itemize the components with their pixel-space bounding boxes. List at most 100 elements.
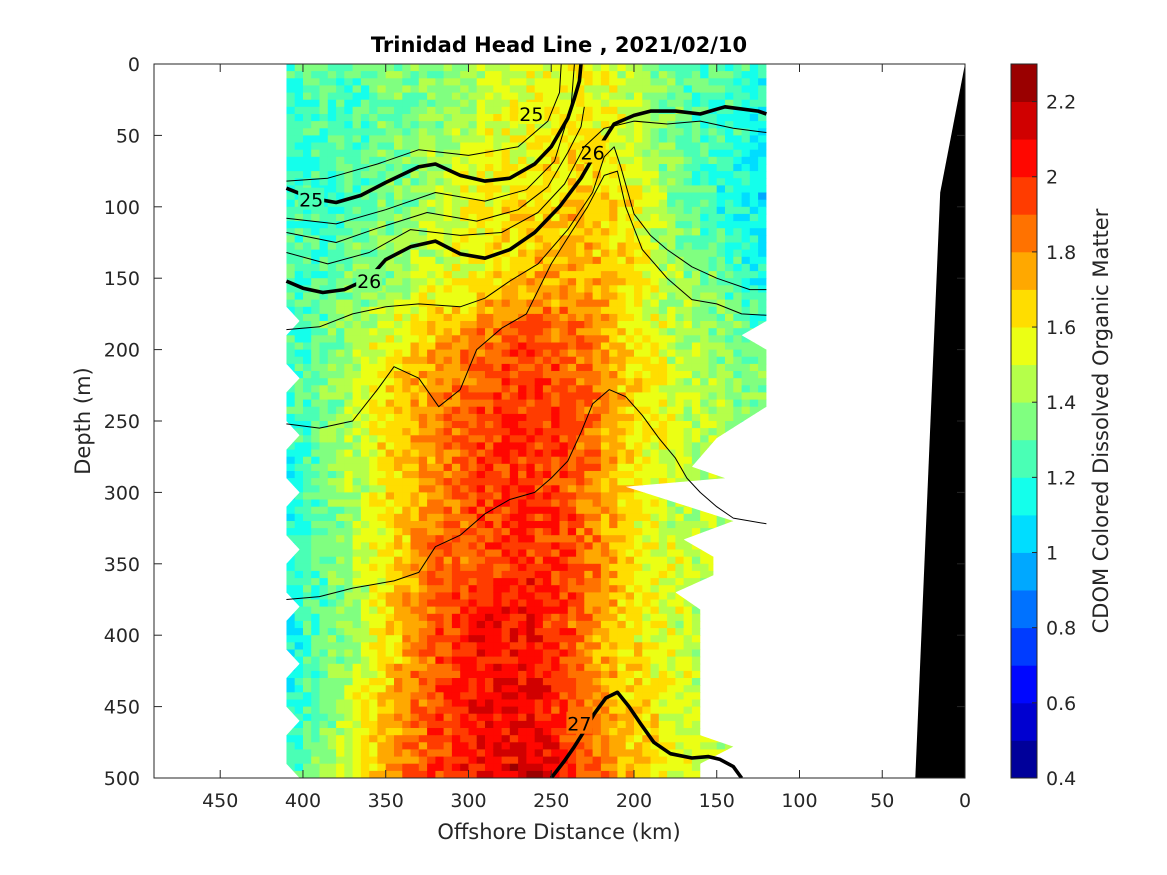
field-cell <box>683 442 693 451</box>
field-cell <box>468 713 478 722</box>
field-cell <box>609 635 619 643</box>
field-cell <box>410 406 420 415</box>
field-cell <box>360 256 370 265</box>
field-cell <box>319 463 329 472</box>
field-cell <box>369 535 379 543</box>
field-cell <box>609 628 619 636</box>
field-cell <box>559 549 569 558</box>
field-cell <box>385 606 395 615</box>
field-cell <box>534 371 544 379</box>
field-cell <box>485 328 494 336</box>
field-cell <box>542 178 552 186</box>
field-cell <box>303 356 312 365</box>
field-cell <box>634 313 643 322</box>
field-cell <box>650 292 660 301</box>
field-cell <box>427 585 436 593</box>
field-cell <box>443 728 453 736</box>
field-cell <box>617 521 627 529</box>
field-cell <box>468 156 478 165</box>
field-cell <box>402 542 412 551</box>
field-cell <box>642 578 652 586</box>
field-cell <box>394 528 403 536</box>
field-cell <box>286 292 296 301</box>
field-cell <box>559 556 569 565</box>
field-cell <box>526 678 536 686</box>
field-cell <box>526 249 536 258</box>
field-cell <box>344 542 354 551</box>
field-cell <box>584 706 594 715</box>
field-cell <box>369 371 379 379</box>
field-cell <box>476 742 486 750</box>
field-cell <box>402 528 412 536</box>
field-cell <box>303 578 312 586</box>
field-cell <box>634 206 643 215</box>
field-cell <box>526 185 536 194</box>
field-cell <box>303 171 312 179</box>
field-cell <box>592 713 602 722</box>
field-cell <box>625 71 635 79</box>
field-cell <box>518 328 527 336</box>
field-cell <box>600 85 610 94</box>
field-cell <box>600 706 610 715</box>
field-cell <box>294 263 304 272</box>
field-cell <box>394 628 403 636</box>
field-cell <box>435 528 445 536</box>
field-cell <box>592 770 602 778</box>
field-cell <box>576 599 585 608</box>
field-cell <box>609 106 619 115</box>
field-cell <box>369 178 379 186</box>
field-cell <box>534 678 544 686</box>
field-cell <box>634 471 643 479</box>
field-cell <box>319 228 329 236</box>
field-cell <box>642 770 652 778</box>
field-cell <box>476 663 486 672</box>
field-cell <box>451 471 461 479</box>
field-cell <box>427 328 436 336</box>
field-cell <box>650 321 660 329</box>
field-cell <box>675 570 685 579</box>
field-cell <box>418 399 428 408</box>
field-cell <box>485 449 494 458</box>
field-cell <box>551 228 561 236</box>
field-cell <box>418 592 428 601</box>
field-cell <box>542 471 552 479</box>
field-cell <box>485 692 494 700</box>
field-cell <box>427 156 436 165</box>
field-cell <box>443 613 453 622</box>
field-cell <box>501 213 511 222</box>
field-cell <box>559 192 569 201</box>
field-cell <box>319 735 329 743</box>
field-cell <box>435 656 445 665</box>
field-cell <box>327 413 337 422</box>
field-cell <box>658 742 668 750</box>
field-cell <box>625 613 635 622</box>
field-cell <box>451 328 461 336</box>
field-cell <box>559 763 569 772</box>
field-cell <box>435 199 445 208</box>
field-cell <box>625 513 635 522</box>
field-cell <box>435 142 445 151</box>
field-cell <box>518 242 527 251</box>
field-cell <box>311 99 321 108</box>
field-cell <box>667 221 676 229</box>
field-cell <box>551 728 561 736</box>
field-cell <box>435 213 445 222</box>
field-cell <box>501 713 511 722</box>
field-cell <box>294 321 304 329</box>
field-cell <box>402 585 412 593</box>
field-cell <box>592 413 602 422</box>
field-cell <box>303 178 312 186</box>
field-cell <box>468 763 478 772</box>
field-cell <box>311 606 321 615</box>
field-cell <box>352 121 362 129</box>
field-cell <box>435 221 445 229</box>
field-cell <box>691 363 701 372</box>
field-cell <box>468 221 478 229</box>
field-cell <box>294 392 304 401</box>
field-cell <box>468 663 478 672</box>
field-cell <box>451 71 461 79</box>
field-cell <box>683 171 693 179</box>
field-cell <box>559 228 569 236</box>
field-cell <box>294 535 304 543</box>
field-cell <box>625 78 635 86</box>
